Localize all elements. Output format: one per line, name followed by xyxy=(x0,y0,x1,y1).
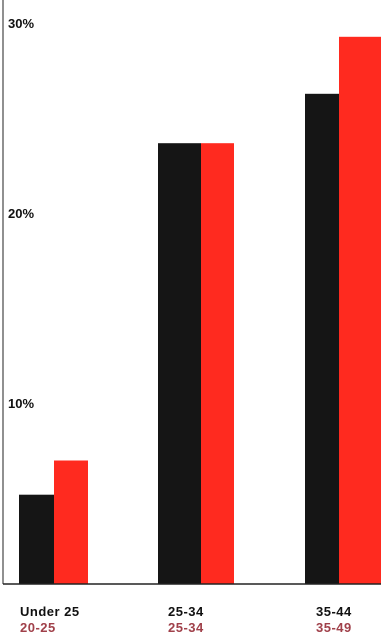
x-category-sublabel: 35-49 xyxy=(316,620,352,635)
x-category-label: Under 25 xyxy=(20,604,80,619)
x-category-label: 35-44 xyxy=(316,604,352,619)
bars xyxy=(19,36,381,585)
bar xyxy=(54,460,88,584)
bar xyxy=(201,143,234,584)
x-category-label: 25-34 xyxy=(168,604,204,619)
y-axis-ticks: 30% 20% 10% xyxy=(8,16,34,411)
bar xyxy=(305,93,339,585)
x-category-sublabel: 20-25 xyxy=(20,620,56,635)
bar xyxy=(158,143,201,584)
bar xyxy=(19,494,54,584)
y-tick-label: 30% xyxy=(8,16,34,31)
y-tick-label: 20% xyxy=(8,206,34,221)
x-category-sublabel: 25-34 xyxy=(168,620,204,635)
y-tick-label: 10% xyxy=(8,396,34,411)
bar xyxy=(339,36,381,585)
